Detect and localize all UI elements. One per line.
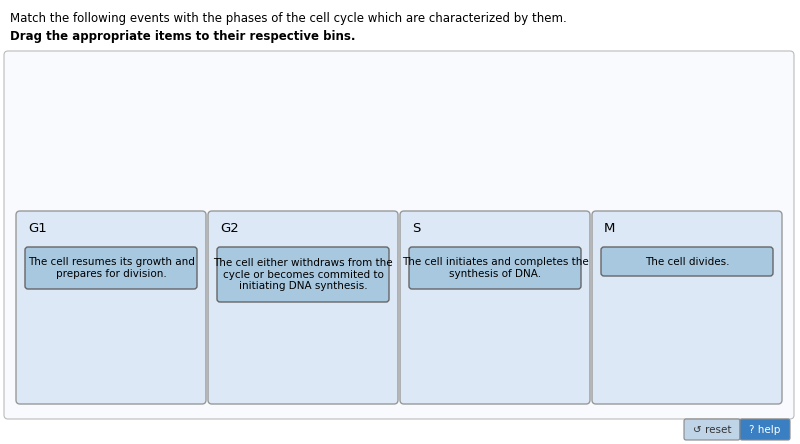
FancyBboxPatch shape	[592, 211, 782, 404]
Text: Drag the appropriate items to their respective bins.: Drag the appropriate items to their resp…	[10, 30, 355, 43]
FancyBboxPatch shape	[217, 247, 389, 302]
Text: S: S	[412, 222, 420, 235]
Text: G2: G2	[220, 222, 238, 235]
FancyBboxPatch shape	[740, 419, 790, 440]
FancyBboxPatch shape	[601, 247, 773, 276]
Text: The cell either withdraws from the
cycle or becomes commited to
initiating DNA s: The cell either withdraws from the cycle…	[213, 258, 393, 291]
FancyBboxPatch shape	[16, 211, 206, 404]
Text: G1: G1	[28, 222, 46, 235]
Text: ? help: ? help	[750, 424, 781, 435]
Text: The cell divides.: The cell divides.	[645, 257, 730, 266]
FancyBboxPatch shape	[208, 211, 398, 404]
FancyBboxPatch shape	[4, 51, 794, 419]
FancyBboxPatch shape	[400, 211, 590, 404]
Text: The cell resumes its growth and
prepares for division.: The cell resumes its growth and prepares…	[27, 257, 194, 279]
FancyBboxPatch shape	[684, 419, 740, 440]
FancyBboxPatch shape	[409, 247, 581, 289]
Text: The cell initiates and completes the
synthesis of DNA.: The cell initiates and completes the syn…	[402, 257, 588, 279]
FancyBboxPatch shape	[25, 247, 197, 289]
Text: M: M	[604, 222, 615, 235]
Text: Match the following events with the phases of the cell cycle which are character: Match the following events with the phas…	[10, 12, 566, 25]
Text: ↺ reset: ↺ reset	[693, 424, 731, 435]
